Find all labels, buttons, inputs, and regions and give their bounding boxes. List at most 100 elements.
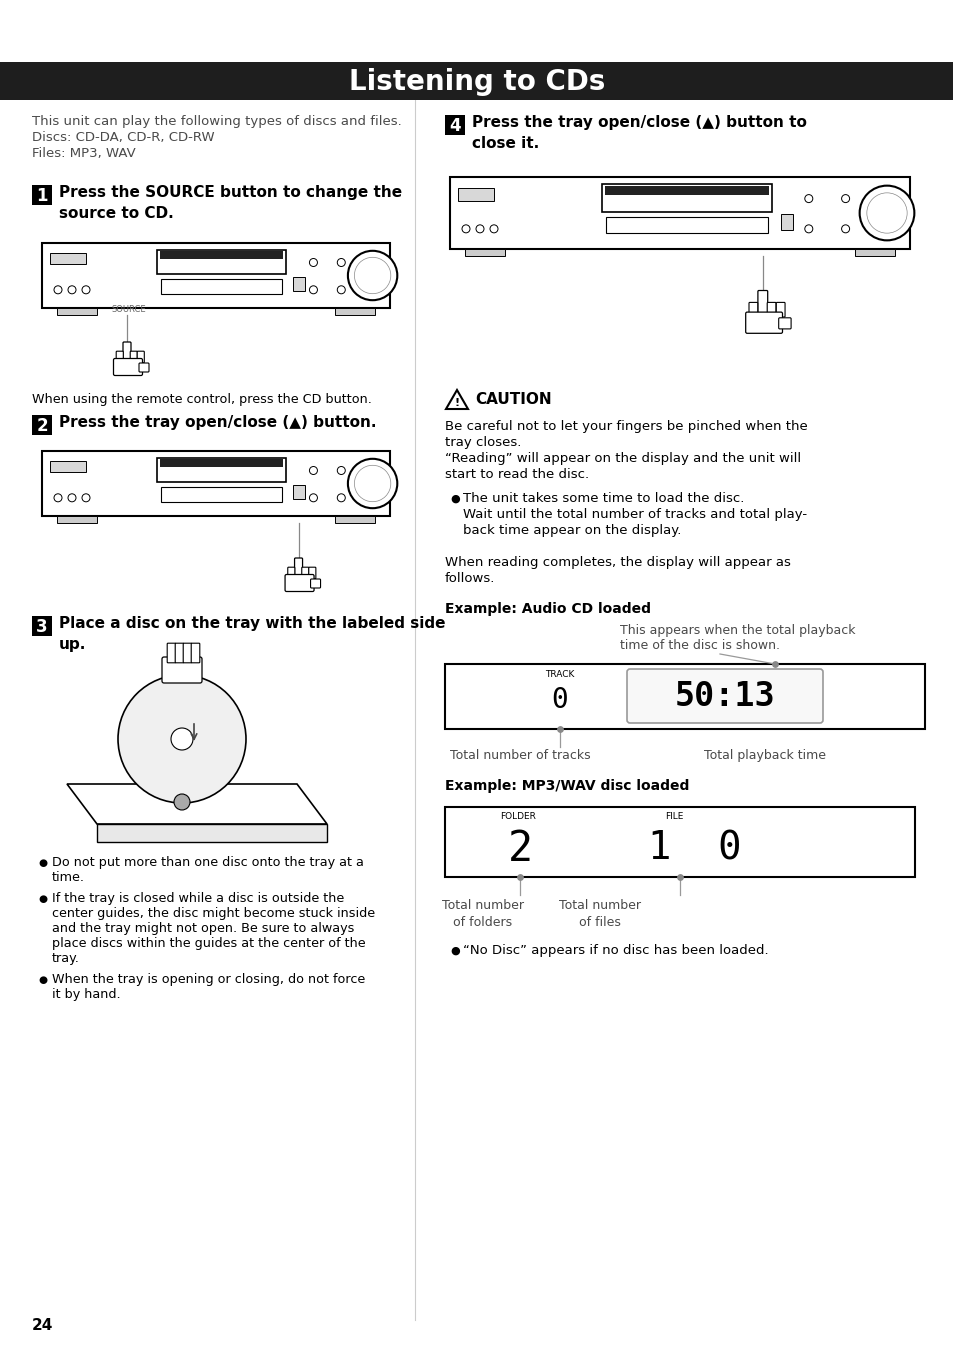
Bar: [42, 452, 390, 516]
FancyBboxPatch shape: [175, 643, 184, 663]
Text: “Reading” will appear on the display and the unit will: “Reading” will appear on the display and…: [444, 452, 801, 465]
Bar: [293, 485, 304, 499]
Bar: [50, 253, 86, 264]
Text: Do not put more than one disc onto the tray at a: Do not put more than one disc onto the t…: [52, 856, 363, 869]
Text: 24: 24: [32, 1317, 53, 1333]
Text: follows.: follows.: [444, 572, 495, 585]
Text: “No Disc” appears if no disc has been loaded.: “No Disc” appears if no disc has been lo…: [462, 944, 768, 957]
Text: 3: 3: [36, 617, 48, 636]
Bar: [57, 307, 97, 315]
FancyBboxPatch shape: [162, 656, 202, 683]
Text: TRACK: TRACK: [545, 670, 574, 679]
Circle shape: [866, 193, 906, 233]
Text: Be careful not to let your fingers be pinched when the: Be careful not to let your fingers be pi…: [444, 421, 807, 433]
Circle shape: [337, 259, 345, 267]
FancyBboxPatch shape: [137, 352, 144, 363]
Point: [119, 336, 134, 357]
Circle shape: [82, 286, 90, 294]
Text: 4: 4: [449, 117, 460, 135]
Text: ●: ●: [38, 894, 47, 905]
Circle shape: [309, 466, 317, 474]
Text: center guides, the disc might become stuck inside: center guides, the disc might become stu…: [52, 907, 375, 919]
Bar: [32, 415, 52, 435]
Text: 50:13: 50:13: [674, 681, 775, 713]
Circle shape: [68, 286, 76, 294]
Circle shape: [309, 286, 317, 294]
Text: time of the disc is shown.: time of the disc is shown.: [619, 639, 780, 652]
Bar: [156, 457, 285, 483]
Text: Wait until the total number of tracks and total play-: Wait until the total number of tracks an…: [462, 508, 806, 520]
Bar: [160, 460, 282, 468]
Bar: [444, 115, 464, 135]
Circle shape: [68, 493, 76, 501]
Circle shape: [171, 728, 193, 749]
FancyBboxPatch shape: [294, 558, 302, 578]
FancyBboxPatch shape: [766, 302, 775, 317]
Circle shape: [337, 466, 345, 474]
Circle shape: [82, 493, 90, 501]
Bar: [160, 252, 282, 259]
Text: !: !: [454, 398, 459, 408]
Circle shape: [309, 259, 317, 267]
FancyBboxPatch shape: [745, 313, 781, 333]
FancyBboxPatch shape: [748, 302, 757, 317]
Text: tray.: tray.: [52, 952, 80, 965]
Point: [552, 718, 567, 740]
FancyBboxPatch shape: [285, 574, 314, 592]
FancyBboxPatch shape: [123, 342, 131, 363]
Text: TOTAL: TOTAL: [760, 670, 788, 679]
Text: ●: ●: [38, 975, 47, 985]
Text: it by hand.: it by hand.: [52, 988, 120, 1002]
Text: Total playback time: Total playback time: [703, 749, 825, 762]
Text: Press the tray open/close (▲) button.: Press the tray open/close (▲) button.: [59, 415, 376, 430]
FancyBboxPatch shape: [626, 669, 822, 723]
Bar: [335, 516, 375, 523]
Text: Listening to CDs: Listening to CDs: [349, 67, 604, 96]
Text: time.: time.: [52, 871, 85, 884]
Bar: [293, 276, 304, 291]
FancyBboxPatch shape: [301, 568, 309, 578]
Circle shape: [54, 286, 62, 294]
Text: Example: MP3/WAV disc loaded: Example: MP3/WAV disc loaded: [444, 779, 689, 793]
FancyBboxPatch shape: [116, 352, 123, 363]
Text: Total number
of folders: Total number of folders: [441, 899, 523, 929]
Bar: [444, 807, 914, 878]
Text: 1: 1: [36, 187, 48, 205]
Text: This appears when the total playback: This appears when the total playback: [619, 624, 855, 638]
Bar: [42, 243, 390, 307]
Point: [512, 867, 527, 888]
Text: Files: MP3, WAV: Files: MP3, WAV: [32, 147, 135, 160]
Bar: [450, 177, 909, 249]
Text: 2: 2: [36, 417, 48, 435]
Text: SOURCE: SOURCE: [112, 305, 147, 314]
Bar: [156, 249, 285, 274]
Text: 2: 2: [507, 828, 532, 869]
FancyBboxPatch shape: [130, 352, 137, 363]
FancyBboxPatch shape: [113, 359, 142, 376]
Bar: [457, 187, 494, 201]
Text: If the tray is closed while a disc is outside the: If the tray is closed while a disc is ou…: [52, 892, 344, 905]
Text: Press the tray open/close (▲) button to
close it.: Press the tray open/close (▲) button to …: [472, 115, 806, 151]
FancyBboxPatch shape: [757, 291, 767, 315]
Bar: [161, 279, 281, 294]
Text: CAUTION: CAUTION: [475, 391, 551, 407]
Bar: [57, 516, 97, 523]
Text: back time appear on the display.: back time appear on the display.: [462, 524, 680, 537]
Circle shape: [337, 286, 345, 294]
Circle shape: [461, 225, 470, 233]
Polygon shape: [67, 785, 327, 824]
Text: 0: 0: [551, 686, 568, 714]
Text: FOLDER: FOLDER: [499, 811, 536, 821]
Circle shape: [348, 251, 396, 301]
FancyBboxPatch shape: [288, 568, 294, 578]
FancyBboxPatch shape: [309, 568, 315, 578]
FancyBboxPatch shape: [139, 363, 149, 372]
Circle shape: [490, 225, 497, 233]
Text: Total number
of files: Total number of files: [558, 899, 640, 929]
Circle shape: [841, 225, 849, 233]
Circle shape: [354, 257, 391, 294]
Point: [672, 867, 687, 888]
FancyBboxPatch shape: [778, 318, 790, 329]
Text: place discs within the guides at the center of the: place discs within the guides at the cen…: [52, 937, 365, 950]
Text: ●: ●: [38, 857, 47, 868]
